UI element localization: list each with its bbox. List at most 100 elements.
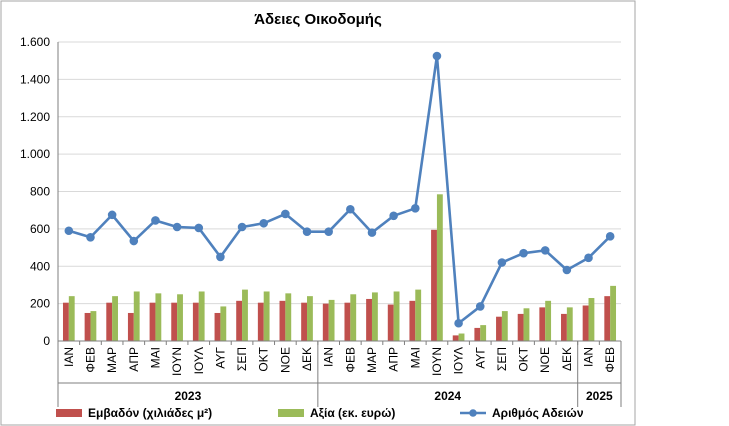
- x-tick-label: ΦΕΒ: [603, 347, 617, 373]
- bar: [62, 302, 69, 341]
- bar: [566, 307, 573, 341]
- bar: [257, 302, 264, 341]
- x-tick-label: ΝΟΕ: [278, 347, 292, 373]
- bar: [523, 308, 530, 341]
- line-point: [216, 252, 225, 262]
- bar: [149, 302, 156, 341]
- y-tick-label: 1.400: [20, 72, 50, 86]
- bar: [328, 299, 335, 341]
- bar: [344, 302, 351, 341]
- bar: [458, 333, 465, 341]
- bar: [285, 293, 292, 341]
- bar: [387, 304, 394, 341]
- x-tick-label: ΜΑΙ: [148, 347, 162, 368]
- bar: [171, 302, 178, 341]
- x-tick-label: ΙΟΥΛ: [452, 347, 466, 374]
- line-point: [562, 265, 572, 275]
- bar: [393, 291, 400, 341]
- bar: [480, 325, 487, 341]
- bar: [198, 291, 205, 341]
- bar: [582, 305, 589, 341]
- line-point: [64, 226, 74, 236]
- bar: [610, 285, 617, 341]
- line-point: [584, 253, 593, 263]
- bar: [436, 194, 443, 341]
- bar: [409, 300, 416, 341]
- bar: [263, 291, 270, 341]
- bar: [279, 300, 286, 341]
- bar: [90, 311, 97, 341]
- bar: [177, 294, 183, 341]
- year-label: 2024: [434, 389, 461, 403]
- legend-label: Αξία (εκ. ευρώ): [310, 406, 395, 420]
- x-tick-label: ΙΟΥΝ: [170, 347, 184, 376]
- bar: [496, 316, 502, 341]
- line-point: [454, 318, 463, 328]
- bar: [127, 312, 134, 341]
- x-tick-label: ΦΕΒ: [83, 347, 97, 373]
- bar: [350, 294, 357, 341]
- x-tick-label: ΔΕΚ: [300, 347, 314, 371]
- line-point: [302, 227, 312, 236]
- bar: [192, 302, 199, 341]
- x-tick-label: ΟΚΤ: [517, 346, 531, 371]
- x-tick-label: ΦΕΒ: [343, 347, 357, 373]
- x-tick-label: ΟΚΤ: [257, 346, 271, 371]
- x-tick-label: ΑΥΓ: [213, 347, 227, 369]
- line-point: [475, 302, 485, 311]
- year-label: 2023: [175, 389, 202, 403]
- bar: [220, 306, 227, 341]
- bar: [501, 311, 508, 341]
- x-tick-label: ΙΟΥΝ: [430, 347, 444, 376]
- x-tick-label: ΜΑΡ: [365, 347, 379, 373]
- bar: [517, 313, 524, 341]
- line-point: [324, 227, 333, 236]
- bar: [84, 312, 91, 341]
- line-point: [172, 222, 182, 232]
- bar: [68, 296, 75, 341]
- x-tick-label: ΣΕΠ: [235, 347, 249, 371]
- line-point: [86, 232, 95, 242]
- line-point: [519, 248, 528, 258]
- y-tick-label: 1.200: [20, 110, 50, 124]
- x-tick-label: ΑΥΓ: [473, 347, 487, 369]
- line-point: [410, 204, 420, 213]
- line-point: [540, 246, 550, 255]
- line-point: [346, 204, 355, 214]
- bar: [452, 335, 459, 341]
- bar: [242, 289, 248, 341]
- line-point: [237, 222, 247, 232]
- bar: [431, 229, 437, 341]
- x-tick-label: ΙΑΝ: [62, 347, 76, 367]
- x-tick-label: ΑΠΡ: [127, 347, 141, 372]
- x-tick-label: ΔΕΚ: [560, 347, 574, 371]
- y-tick-label: 1.000: [20, 147, 50, 161]
- legend-label: Εμβαδόν (χιλιάδες μ²): [88, 406, 212, 420]
- bar: [415, 289, 422, 341]
- line-point: [367, 228, 377, 237]
- bar: [588, 298, 595, 341]
- line-point: [389, 211, 398, 221]
- bar: [366, 298, 372, 341]
- line-point: [151, 216, 160, 225]
- x-tick-label: ΙΑΝ: [582, 347, 596, 367]
- x-tick-label: ΜΑΡ: [105, 347, 119, 373]
- line-point: [107, 210, 117, 220]
- bar: [545, 300, 552, 341]
- line-point: [281, 209, 290, 219]
- line-point: [605, 232, 615, 241]
- bar: [236, 300, 243, 341]
- x-tick-label: ΣΕΠ: [495, 347, 509, 371]
- y-tick-label: 0: [43, 334, 50, 348]
- x-tick-label: ΜΑΙ: [408, 347, 422, 368]
- bar: [133, 291, 140, 341]
- legend-swatch: [56, 409, 82, 417]
- bar: [214, 312, 221, 341]
- legend-label: Αριθμός Αδειών: [492, 406, 584, 420]
- line-point: [497, 258, 507, 267]
- bar: [112, 296, 118, 341]
- legend-swatch: [278, 409, 304, 417]
- bar: [371, 292, 378, 341]
